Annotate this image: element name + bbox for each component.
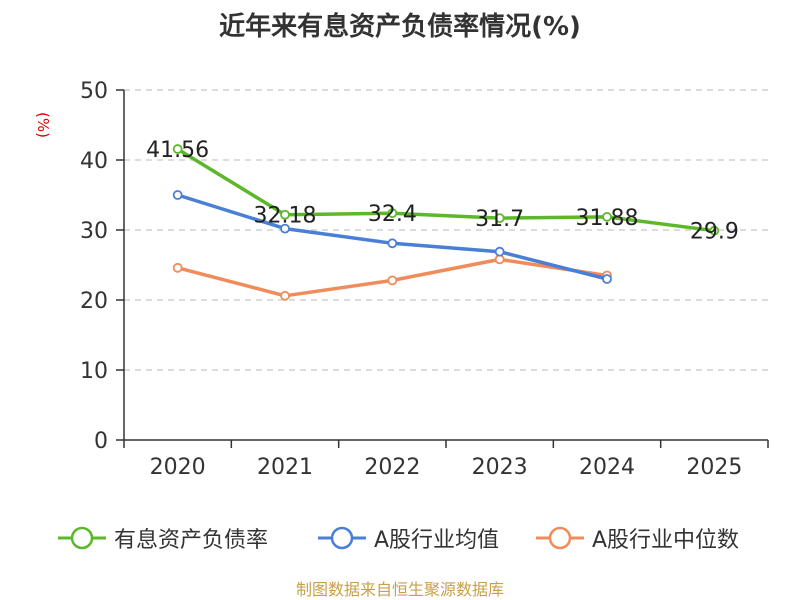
legend-item-debt-ratio[interactable]: 有息资产负债率 xyxy=(58,518,268,558)
data-label: 29.9 xyxy=(690,220,739,245)
legend: 有息资产负债率 A股行业均值 A股行业中位数 xyxy=(0,518,800,558)
data-point xyxy=(602,211,612,222)
legend-marker-icon xyxy=(318,526,366,550)
data-label: 41.56 xyxy=(146,138,209,163)
data-point xyxy=(280,223,290,234)
legend-label: A股行业均值 xyxy=(374,528,500,553)
x-tick-label: 2025 xyxy=(686,455,742,480)
y-tick-label: 40 xyxy=(80,149,108,174)
y-tick-label: 0 xyxy=(94,429,108,454)
x-tick-label: 2021 xyxy=(257,455,313,480)
legend-marker-icon xyxy=(536,526,584,550)
y-tick-label: 10 xyxy=(80,359,108,384)
x-tick-label: 2022 xyxy=(364,455,420,480)
chart-title: 近年来有息资产负债率情况(%) xyxy=(219,12,581,42)
data-point xyxy=(709,225,720,236)
legend-label: A股行业中位数 xyxy=(592,528,740,553)
x-tick-label: 2020 xyxy=(150,455,206,480)
data-label: 31.88 xyxy=(576,206,639,231)
x-tick-label: 2024 xyxy=(579,455,635,480)
data-label: 31.7 xyxy=(475,207,524,232)
y-tick-label: 50 xyxy=(80,79,108,104)
y-tick-label: 30 xyxy=(80,219,108,244)
data-point xyxy=(387,275,398,286)
y-tick-label: 20 xyxy=(80,289,108,314)
data-point xyxy=(280,290,290,301)
data-point xyxy=(172,190,183,200)
data-point xyxy=(280,209,290,220)
data-point xyxy=(494,213,505,224)
x-tick-label: 2023 xyxy=(472,455,528,480)
data-point xyxy=(494,254,505,265)
data-point xyxy=(494,246,505,257)
legend-item-industry-median[interactable]: A股行业中位数 xyxy=(536,518,739,558)
data-point xyxy=(387,208,398,219)
data-point xyxy=(602,274,612,284)
source-note: 制图数据来自恒生聚源数据库 xyxy=(295,580,504,599)
data-label: 32.18 xyxy=(254,204,317,229)
data-point xyxy=(387,238,398,249)
legend-label: 有息资产负债率 xyxy=(114,528,269,553)
legend-item-industry-mean[interactable]: A股行业均值 xyxy=(318,518,499,558)
data-point xyxy=(172,144,183,154)
data-point xyxy=(172,262,183,273)
data-label: 32.4 xyxy=(368,202,417,227)
series-line xyxy=(176,147,715,233)
legend-marker-icon xyxy=(58,526,106,550)
